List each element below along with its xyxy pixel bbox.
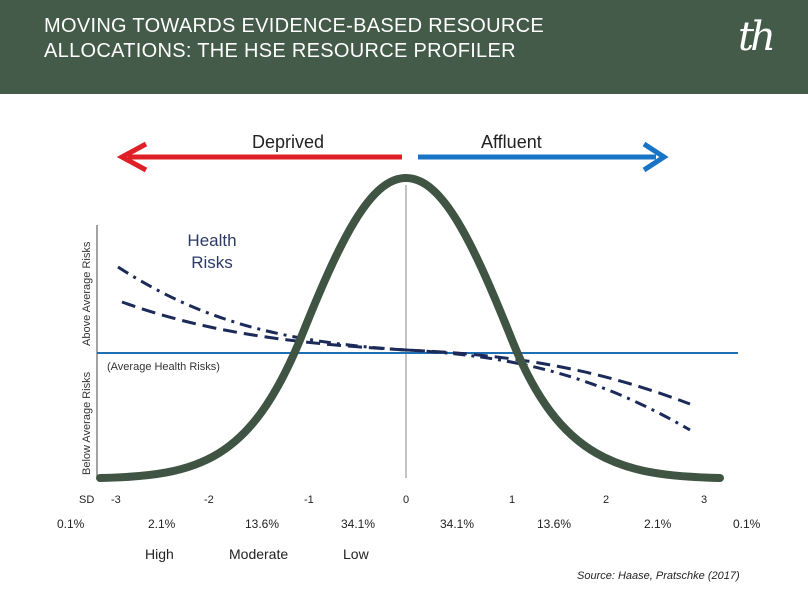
title-line-1: MOVING TOWARDS EVIDENCE-BASED RESOURCE (44, 15, 544, 37)
normal-distribution-diagram (96, 141, 738, 482)
page-title: MOVING TOWARDS EVIDENCE-BASED RESOURCE A… (44, 14, 684, 64)
sd-tick-1: 1 (509, 494, 516, 506)
percentage-label: 34.1% (341, 517, 376, 531)
deprived-label: Deprived (252, 132, 325, 152)
logo: th (738, 14, 776, 60)
sd-tick-2: 2 (603, 494, 610, 506)
percentage-label: 0.1% (733, 517, 761, 531)
sd-tick-minus3: -3 (111, 494, 121, 506)
source-citation: Source: Haase, Pratschke (2017) (577, 570, 740, 582)
percentage-label: 0.1% (57, 517, 85, 531)
above-average-risks-label: Above Average Risks (81, 241, 93, 346)
percentage-label: 13.6% (537, 517, 572, 531)
sd-tick-0: 0 (403, 494, 410, 506)
affluent-arrow-head (642, 141, 669, 173)
percentage-label: 13.6% (245, 517, 280, 531)
sd-label: SD (79, 494, 95, 506)
sd-tick-minus1: -1 (304, 494, 314, 506)
risk-level-high: High (145, 546, 174, 562)
risk-level-moderate: Moderate (229, 546, 289, 562)
header-banner: MOVING TOWARDS EVIDENCE-BASED RESOURCE A… (0, 0, 808, 94)
risk-curve-dash-dot (117, 265, 691, 432)
deprived-arrow-head (116, 141, 148, 173)
health-risks-line-1: Health (187, 231, 237, 250)
sd-tick-minus2: -2 (204, 494, 214, 506)
sd-tick-3: 3 (701, 494, 708, 506)
affluent-label: Affluent (481, 132, 542, 152)
risk-curve-dashed (121, 300, 691, 406)
percentage-label: 34.1% (440, 517, 475, 531)
health-risks-label: Health Risks (176, 230, 248, 274)
health-risks-line-2: Risks (191, 253, 233, 272)
risk-level-low: Low (343, 546, 369, 562)
title-line-2: ALLOCATIONS: THE HSE RESOURCE PROFILER (44, 40, 516, 62)
below-average-risks-label: Below Average Risks (81, 371, 93, 475)
average-health-risks-label: (Average Health Risks) (107, 361, 220, 373)
percentage-label: 2.1% (148, 517, 176, 531)
bell-curve (96, 173, 724, 482)
percentage-label: 2.1% (644, 517, 672, 531)
